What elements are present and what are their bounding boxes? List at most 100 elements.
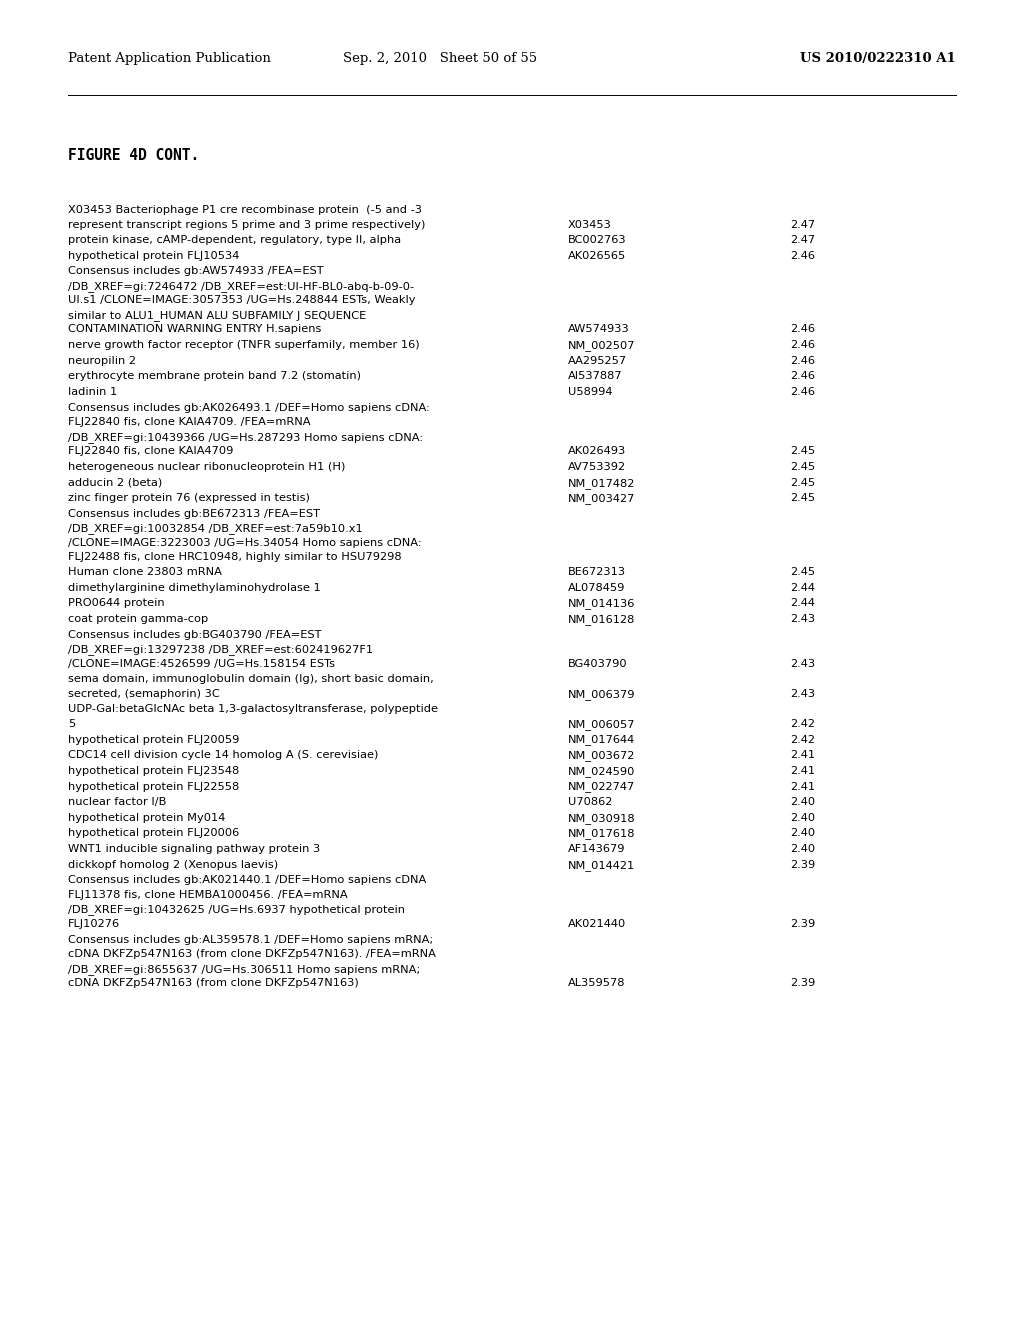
Text: UI.s1 /CLONE=IMAGE:3057353 /UG=Hs.248844 ESTs, Weakly: UI.s1 /CLONE=IMAGE:3057353 /UG=Hs.248844…	[68, 296, 416, 305]
Text: NM_006057: NM_006057	[568, 719, 636, 730]
Text: NM_002507: NM_002507	[568, 341, 636, 351]
Text: 2.46: 2.46	[790, 356, 815, 366]
Text: AK026493: AK026493	[568, 446, 627, 457]
Text: dimethylarginine dimethylaminohydrolase 1: dimethylarginine dimethylaminohydrolase …	[68, 582, 321, 593]
Text: hypothetical protein FLJ22558: hypothetical protein FLJ22558	[68, 781, 240, 792]
Text: 2.45: 2.45	[790, 462, 815, 473]
Text: cDNA DKFZp547N163 (from clone DKFZp547N163): cDNA DKFZp547N163 (from clone DKFZp547N1…	[68, 978, 358, 989]
Text: nerve growth factor receptor (TNFR superfamily, member 16): nerve growth factor receptor (TNFR super…	[68, 341, 420, 350]
Text: 2.46: 2.46	[790, 371, 815, 381]
Text: AK026565: AK026565	[568, 251, 627, 261]
Text: 2.45: 2.45	[790, 446, 815, 457]
Text: X03453: X03453	[568, 219, 612, 230]
Text: PRO0644 protein: PRO0644 protein	[68, 598, 165, 609]
Text: 2.44: 2.44	[790, 582, 815, 593]
Text: sema domain, immunoglobulin domain (Ig), short basic domain,: sema domain, immunoglobulin domain (Ig),…	[68, 675, 434, 684]
Text: FLJ10276: FLJ10276	[68, 919, 120, 929]
Text: AW574933: AW574933	[568, 325, 630, 334]
Text: cDNA DKFZp547N163 (from clone DKFZp547N163). /FEA=mRNA: cDNA DKFZp547N163 (from clone DKFZp547N1…	[68, 949, 436, 960]
Text: BE672313: BE672313	[568, 566, 626, 577]
Text: AV753392: AV753392	[568, 462, 626, 473]
Text: 2.47: 2.47	[790, 219, 815, 230]
Text: 2.40: 2.40	[790, 797, 815, 807]
Text: nuclear factor I/B: nuclear factor I/B	[68, 797, 166, 807]
Text: WNT1 inducible signaling pathway protein 3: WNT1 inducible signaling pathway protein…	[68, 845, 321, 854]
Text: /DB_XREF=gi:8655637 /UG=Hs.306511 Homo sapiens mRNA;: /DB_XREF=gi:8655637 /UG=Hs.306511 Homo s…	[68, 964, 420, 974]
Text: U70862: U70862	[568, 797, 612, 807]
Text: 2.45: 2.45	[790, 478, 815, 487]
Text: 2.39: 2.39	[790, 919, 815, 929]
Text: Consensus includes gb:AW574933 /FEA=EST: Consensus includes gb:AW574933 /FEA=EST	[68, 267, 324, 276]
Text: 2.40: 2.40	[790, 813, 815, 822]
Text: 2.39: 2.39	[790, 859, 815, 870]
Text: coat protein gamma-cop: coat protein gamma-cop	[68, 614, 208, 624]
Text: /DB_XREF=gi:10032854 /DB_XREF=est:7a59b10.x1: /DB_XREF=gi:10032854 /DB_XREF=est:7a59b1…	[68, 524, 362, 535]
Text: NM_017644: NM_017644	[568, 734, 635, 746]
Text: 2.39: 2.39	[790, 978, 815, 989]
Text: /DB_XREF=gi:7246472 /DB_XREF=est:UI-HF-BL0-abq-b-09-0-: /DB_XREF=gi:7246472 /DB_XREF=est:UI-HF-B…	[68, 281, 414, 292]
Text: Consensus includes gb:BE672313 /FEA=EST: Consensus includes gb:BE672313 /FEA=EST	[68, 510, 319, 519]
Text: NM_016128: NM_016128	[568, 614, 635, 624]
Text: represent transcript regions 5 prime and 3 prime respectively): represent transcript regions 5 prime and…	[68, 219, 425, 230]
Text: /DB_XREF=gi:13297238 /DB_XREF=est:602419627F1: /DB_XREF=gi:13297238 /DB_XREF=est:602419…	[68, 644, 373, 655]
Text: 2.46: 2.46	[790, 387, 815, 397]
Text: NM_030918: NM_030918	[568, 813, 636, 824]
Text: FLJ22488 fis, clone HRC10948, highly similar to HSU79298: FLJ22488 fis, clone HRC10948, highly sim…	[68, 553, 401, 562]
Text: AK021440: AK021440	[568, 919, 627, 929]
Text: NM_017482: NM_017482	[568, 478, 635, 488]
Text: Human clone 23803 mRNA: Human clone 23803 mRNA	[68, 566, 222, 577]
Text: AA295257: AA295257	[568, 356, 627, 366]
Text: similar to ALU1_HUMAN ALU SUBFAMILY J SEQUENCE: similar to ALU1_HUMAN ALU SUBFAMILY J SE…	[68, 310, 367, 321]
Text: neuropilin 2: neuropilin 2	[68, 356, 136, 366]
Text: NM_003672: NM_003672	[568, 750, 635, 762]
Text: 2.46: 2.46	[790, 341, 815, 350]
Text: ladinin 1: ladinin 1	[68, 387, 118, 397]
Text: 2.41: 2.41	[790, 781, 815, 792]
Text: AL078459: AL078459	[568, 582, 626, 593]
Text: CDC14 cell division cycle 14 homolog A (S. cerevisiae): CDC14 cell division cycle 14 homolog A (…	[68, 750, 379, 760]
Text: adducin 2 (beta): adducin 2 (beta)	[68, 478, 162, 487]
Text: FIGURE 4D CONT.: FIGURE 4D CONT.	[68, 148, 200, 162]
Text: AL359578: AL359578	[568, 978, 626, 989]
Text: 2.42: 2.42	[790, 719, 815, 729]
Text: UDP-Gal:betaGlcNAc beta 1,3-galactosyltransferase, polypeptide: UDP-Gal:betaGlcNAc beta 1,3-galactosyltr…	[68, 705, 438, 714]
Text: Consensus includes gb:AL359578.1 /DEF=Homo sapiens mRNA;: Consensus includes gb:AL359578.1 /DEF=Ho…	[68, 935, 433, 945]
Text: 2.46: 2.46	[790, 251, 815, 261]
Text: NM_022747: NM_022747	[568, 781, 635, 792]
Text: 2.43: 2.43	[790, 659, 815, 668]
Text: 5: 5	[68, 719, 75, 729]
Text: NM_006379: NM_006379	[568, 689, 636, 700]
Text: heterogeneous nuclear ribonucleoprotein H1 (H): heterogeneous nuclear ribonucleoprotein …	[68, 462, 345, 473]
Text: U58994: U58994	[568, 387, 612, 397]
Text: erythrocyte membrane protein band 7.2 (stomatin): erythrocyte membrane protein band 7.2 (s…	[68, 371, 361, 381]
Text: NM_017618: NM_017618	[568, 829, 636, 840]
Text: 2.41: 2.41	[790, 750, 815, 760]
Text: dickkopf homolog 2 (Xenopus laevis): dickkopf homolog 2 (Xenopus laevis)	[68, 859, 279, 870]
Text: 2.44: 2.44	[790, 598, 815, 609]
Text: 2.46: 2.46	[790, 325, 815, 334]
Text: /CLONE=IMAGE:4526599 /UG=Hs.158154 ESTs: /CLONE=IMAGE:4526599 /UG=Hs.158154 ESTs	[68, 659, 335, 668]
Text: NM_014136: NM_014136	[568, 598, 635, 609]
Text: secreted, (semaphorin) 3C: secreted, (semaphorin) 3C	[68, 689, 220, 698]
Text: zinc finger protein 76 (expressed in testis): zinc finger protein 76 (expressed in tes…	[68, 494, 310, 503]
Text: 2.40: 2.40	[790, 845, 815, 854]
Text: X03453 Bacteriophage P1 cre recombinase protein  (-5 and -3: X03453 Bacteriophage P1 cre recombinase …	[68, 205, 422, 215]
Text: NM_024590: NM_024590	[568, 766, 635, 776]
Text: 2.42: 2.42	[790, 734, 815, 744]
Text: 2.40: 2.40	[790, 829, 815, 838]
Text: NM_014421: NM_014421	[568, 859, 635, 871]
Text: hypothetical protein FLJ10534: hypothetical protein FLJ10534	[68, 251, 240, 261]
Text: hypothetical protein FLJ20059: hypothetical protein FLJ20059	[68, 734, 240, 744]
Text: Consensus includes gb:AK026493.1 /DEF=Homo sapiens cDNA:: Consensus includes gb:AK026493.1 /DEF=Ho…	[68, 403, 430, 413]
Text: 2.47: 2.47	[790, 235, 815, 246]
Text: hypothetical protein FLJ23548: hypothetical protein FLJ23548	[68, 766, 240, 776]
Text: hypothetical protein FLJ20006: hypothetical protein FLJ20006	[68, 829, 240, 838]
Text: /DB_XREF=gi:10439366 /UG=Hs.287293 Homo sapiens cDNA:: /DB_XREF=gi:10439366 /UG=Hs.287293 Homo …	[68, 432, 423, 442]
Text: FLJ11378 fis, clone HEMBA1000456. /FEA=mRNA: FLJ11378 fis, clone HEMBA1000456. /FEA=m…	[68, 890, 347, 900]
Text: protein kinase, cAMP-dependent, regulatory, type II, alpha: protein kinase, cAMP-dependent, regulato…	[68, 235, 401, 246]
Text: BG403790: BG403790	[568, 659, 628, 668]
Text: AI537887: AI537887	[568, 371, 623, 381]
Text: 2.45: 2.45	[790, 494, 815, 503]
Text: CONTAMINATION WARNING ENTRY H.sapiens: CONTAMINATION WARNING ENTRY H.sapiens	[68, 325, 322, 334]
Text: Sep. 2, 2010   Sheet 50 of 55: Sep. 2, 2010 Sheet 50 of 55	[343, 51, 538, 65]
